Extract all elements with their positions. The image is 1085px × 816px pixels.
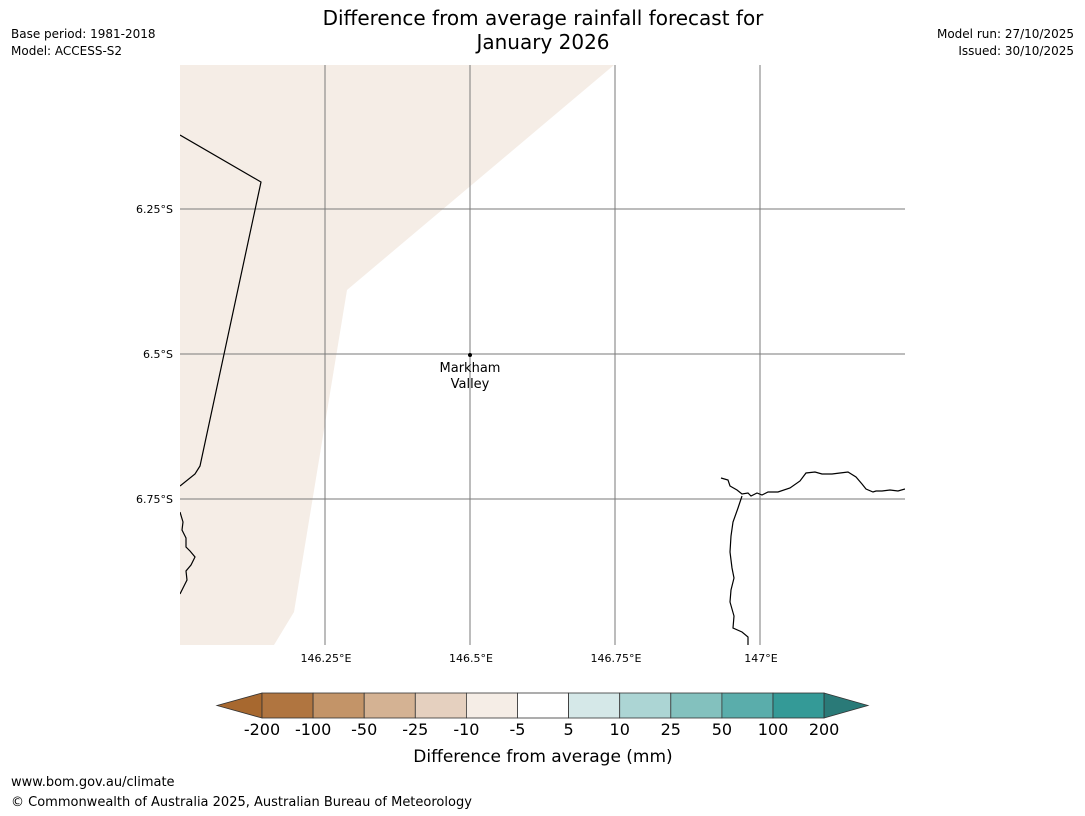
coastline-river [729,495,749,645]
lat-label-6-25: 6.25°S [136,203,173,216]
province-border [180,134,262,487]
footer-copyright: © Commonwealth of Australia 2025, Austra… [11,795,472,810]
colorbar-tick-label: -200 [244,720,280,739]
colorbar-segment [568,692,621,719]
coastline-east [720,471,905,497]
model-run: Model run: 27/10/2025 [936,27,1074,41]
colorbar-segment [414,692,467,719]
colorbar-extend-high [823,692,870,719]
map-area: Markham Valley [180,65,905,645]
colorbar: -200 -100 -50 -25 -10 -5 5 10 25 50 100 200 [215,692,870,739]
colorbar-segment [465,692,518,719]
lon-label-146-75: 146.75°E [591,652,642,665]
lon-label-146-25: 146.25°E [301,652,352,665]
colorbar-segment [363,692,416,719]
colorbar-tick-label: 50 [712,720,732,739]
meta-right: Model run: 27/10/2025 Issued: 30/10/2025 [937,26,1074,60]
colorbar-tick-label: 10 [610,720,630,739]
colorbar-segment [670,692,723,719]
title-line-2: January 2026 [476,30,610,54]
colorbar-tick-label: 25 [661,720,681,739]
place-label-line-2: Valley [451,377,490,392]
colorbar-tick-label: -10 [453,720,479,739]
colorbar-tick-label: -100 [295,720,331,739]
colorbar-segment [772,692,825,719]
place-label-line-1: Markham [440,361,501,376]
colorbar-segment [619,692,672,719]
colorbar-tick-label: -50 [351,720,377,739]
colorbar-tick-label: 100 [758,720,789,739]
meta-left: Base period: 1981-2018 Model: ACCESS-S2 [11,26,156,60]
colorbar-segment [721,692,774,719]
colorbar-title: Difference from average (mm) [413,747,672,767]
lon-label-146-5: 146.5°E [449,652,493,665]
lat-label-6-5: 6.5°S [143,348,173,361]
issued-date: Issued: 30/10/2025 [958,44,1074,58]
colorbar-tick-label: 200 [809,720,840,739]
below-average-shading [180,65,614,645]
colorbar-segment [517,692,569,719]
footer-url: www.bom.gov.au/climate [11,775,175,790]
lat-label-6-75: 6.75°S [136,493,173,506]
title-line-1: Difference from average rainfall forecas… [322,6,764,30]
latitude-labels: 6.25°S 6.5°S 6.75°S [136,203,173,506]
model-name: Model: ACCESS-S2 [11,44,123,58]
colorbar-tick-label: -5 [510,720,526,739]
colorbar-tick-label: 5 [564,720,574,739]
colorbar-extend-low [215,692,263,719]
base-period: Base period: 1981-2018 [11,27,156,41]
colorbar-tick-label: -25 [402,720,428,739]
lon-label-147: 147°E [744,652,777,665]
colorbar-segment [312,692,365,719]
longitude-labels: 146.25°E 146.5°E 146.75°E 147°E [301,652,778,665]
chart-title: Difference from average rainfall forecas… [243,6,843,54]
graticule [180,65,905,645]
markham-valley-marker [468,353,472,357]
colorbar-segment [261,692,314,719]
coastline-west [180,511,196,595]
borders [180,134,905,645]
